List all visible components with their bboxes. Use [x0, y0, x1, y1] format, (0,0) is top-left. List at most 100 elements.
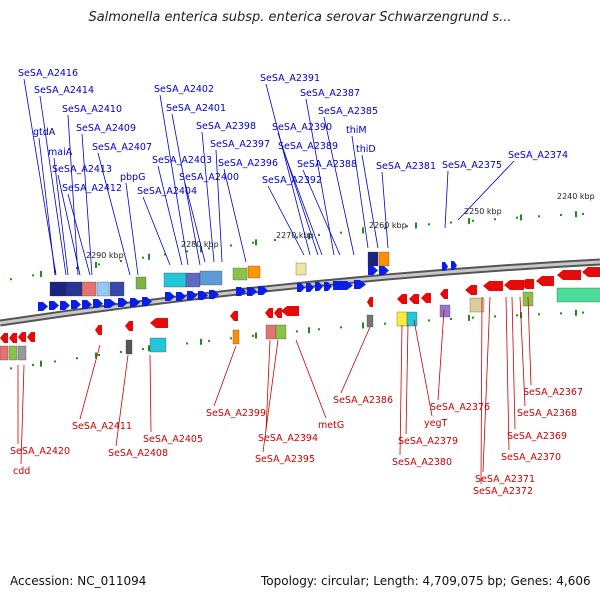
forward-gene-arrow: [130, 298, 140, 307]
reverse-gene-arrow: [230, 311, 238, 321]
reverse-gene-label: SeSA_A2368: [517, 408, 577, 419]
scale-label: 2290 kbp: [86, 251, 124, 260]
forward-gene-arrow: [297, 283, 305, 292]
scale-dot-inner: [494, 315, 496, 318]
forward-leader-line: [381, 171, 389, 249]
scale-dot-outer: [252, 241, 254, 244]
reverse-gene-label: SeSA_A2399: [206, 408, 266, 419]
scale-dot-inner: [98, 354, 100, 357]
forward-leader-line: [125, 182, 139, 276]
forward-leader-line: [57, 174, 81, 276]
scale-dot-inner: [340, 326, 342, 329]
scale-dot-inner: [582, 311, 584, 314]
scale-dot-outer: [10, 278, 12, 281]
forward-gene-label: SeSA_A2401: [166, 103, 226, 114]
reverse-gene-arrow: [274, 308, 282, 318]
scale-dot-inner: [450, 318, 452, 320]
scale-tick-inner: [200, 338, 202, 345]
reverse-gene-arrow: [536, 276, 554, 286]
forward-leader-line: [171, 113, 201, 266]
forward-gene-label: SeSA_A2404: [137, 186, 197, 197]
scale-dot-outer: [120, 260, 122, 262]
reverse-gene-label: SeSA_A2380: [392, 457, 452, 468]
forward-leader-line: [67, 193, 91, 276]
scale-dot-inner: [560, 312, 562, 315]
scale-dot-outer: [560, 214, 562, 217]
forward-leader-line: [67, 114, 79, 276]
scale-dot-outer: [32, 274, 34, 277]
forward-gene-label: SeSA_A2391: [260, 73, 320, 84]
accession-text: Accession: NC_011094: [10, 574, 147, 588]
forward-gene-arrow: [38, 302, 48, 311]
forward-gene-label: SeSA_A2413: [52, 164, 112, 175]
reverse-leader-line: [213, 345, 237, 407]
forward-gene-arrow: [49, 301, 59, 310]
forward-gene-arrow: [258, 286, 268, 295]
forward-leader-line: [97, 152, 131, 276]
forward-gene-arrow: [176, 292, 186, 301]
scale-dot-inner: [10, 367, 12, 370]
reverse-gene-arrow: [582, 267, 600, 277]
scale-dot-inner: [120, 351, 122, 353]
forward-leader-line: [38, 137, 56, 276]
forward-gene-label: SeSA_A2412: [62, 183, 122, 194]
scale-tick-outer: [362, 227, 364, 234]
scale-dot-outer: [516, 216, 518, 219]
reverse-leader-line: [527, 296, 532, 386]
gene-category-box: [378, 251, 390, 267]
forward-gene-label: pbpG: [120, 172, 145, 183]
reverse-gene-label: SeSA_A2420: [10, 446, 70, 457]
forward-leader-line: [142, 196, 171, 266]
forward-leader-line: [53, 157, 69, 276]
forward-gene-label: SeSA_A2389: [278, 141, 338, 152]
scale-dot-inner: [186, 342, 188, 345]
scale-dot-outer: [76, 266, 78, 269]
reverse-leader-line: [413, 319, 433, 417]
forward-gene-label: SeSA_A2414: [34, 85, 94, 96]
reverse-gene-arrow: [265, 308, 273, 318]
reverse-gene-arrow: [95, 325, 102, 335]
reverse-gene-label: SeSA_A2371: [475, 474, 535, 485]
reverse-gene-arrow: [397, 294, 407, 304]
gene-category-box: [247, 265, 261, 279]
scale-dot-outer: [142, 256, 144, 259]
reverse-leader-line: [20, 364, 25, 465]
forward-gene-label: SeSA_A2381: [376, 161, 436, 172]
forward-leader-line: [184, 182, 206, 263]
forward-gene-arrow: [306, 283, 314, 292]
reverse-gene-arrow: [18, 332, 26, 342]
reverse-gene-arrow: [0, 333, 8, 343]
reverse-gene-label: SeSA_A2367: [523, 387, 583, 398]
reverse-gene-label: SeSA_A2379: [398, 436, 458, 447]
gene-category-box: [199, 270, 223, 286]
scale-tick-outer: [468, 218, 470, 225]
forward-gene-arrow: [442, 262, 448, 271]
reverse-gene-label: SeSA_A2405: [143, 434, 203, 445]
forward-gene-label: SeSA_A2407: [92, 142, 152, 153]
forward-gene-label: SeSA_A2388: [297, 159, 357, 170]
scale-tick-outer: [575, 211, 577, 218]
forward-gene-arrow: [368, 266, 378, 275]
forward-gene-label: SeSA_A2409: [76, 123, 136, 134]
gene-category-box: [556, 287, 600, 303]
scale-dot-inner: [76, 357, 78, 360]
map-title: Salmonella enterica subsp. enterica sero…: [88, 10, 512, 25]
forward-gene-arrow: [209, 290, 219, 299]
forward-gene-arrow: [354, 280, 366, 289]
forward-leader-line: [157, 165, 183, 266]
scale-dot-outer: [428, 223, 430, 226]
reverse-gene-label: SeSA_A2394: [258, 433, 318, 444]
gene-category-box: [265, 324, 277, 340]
forward-leader-line: [23, 78, 57, 276]
forward-gene-label: SeSA_A2403: [152, 155, 212, 166]
forward-gene-arrow: [451, 261, 457, 270]
reverse-leader-line: [340, 326, 371, 394]
reverse-gene-arrow: [504, 280, 524, 290]
reverse-gene-label: SeSA_A2386: [333, 395, 393, 406]
reverse-leader-line: [482, 296, 491, 473]
forward-gene-arrow: [60, 301, 70, 310]
forward-gene-label: SeSA_A2400: [179, 172, 239, 183]
scale-dot-outer: [98, 263, 100, 266]
forward-gene-arrow: [93, 299, 103, 308]
reverse-gene-arrow: [27, 332, 35, 342]
